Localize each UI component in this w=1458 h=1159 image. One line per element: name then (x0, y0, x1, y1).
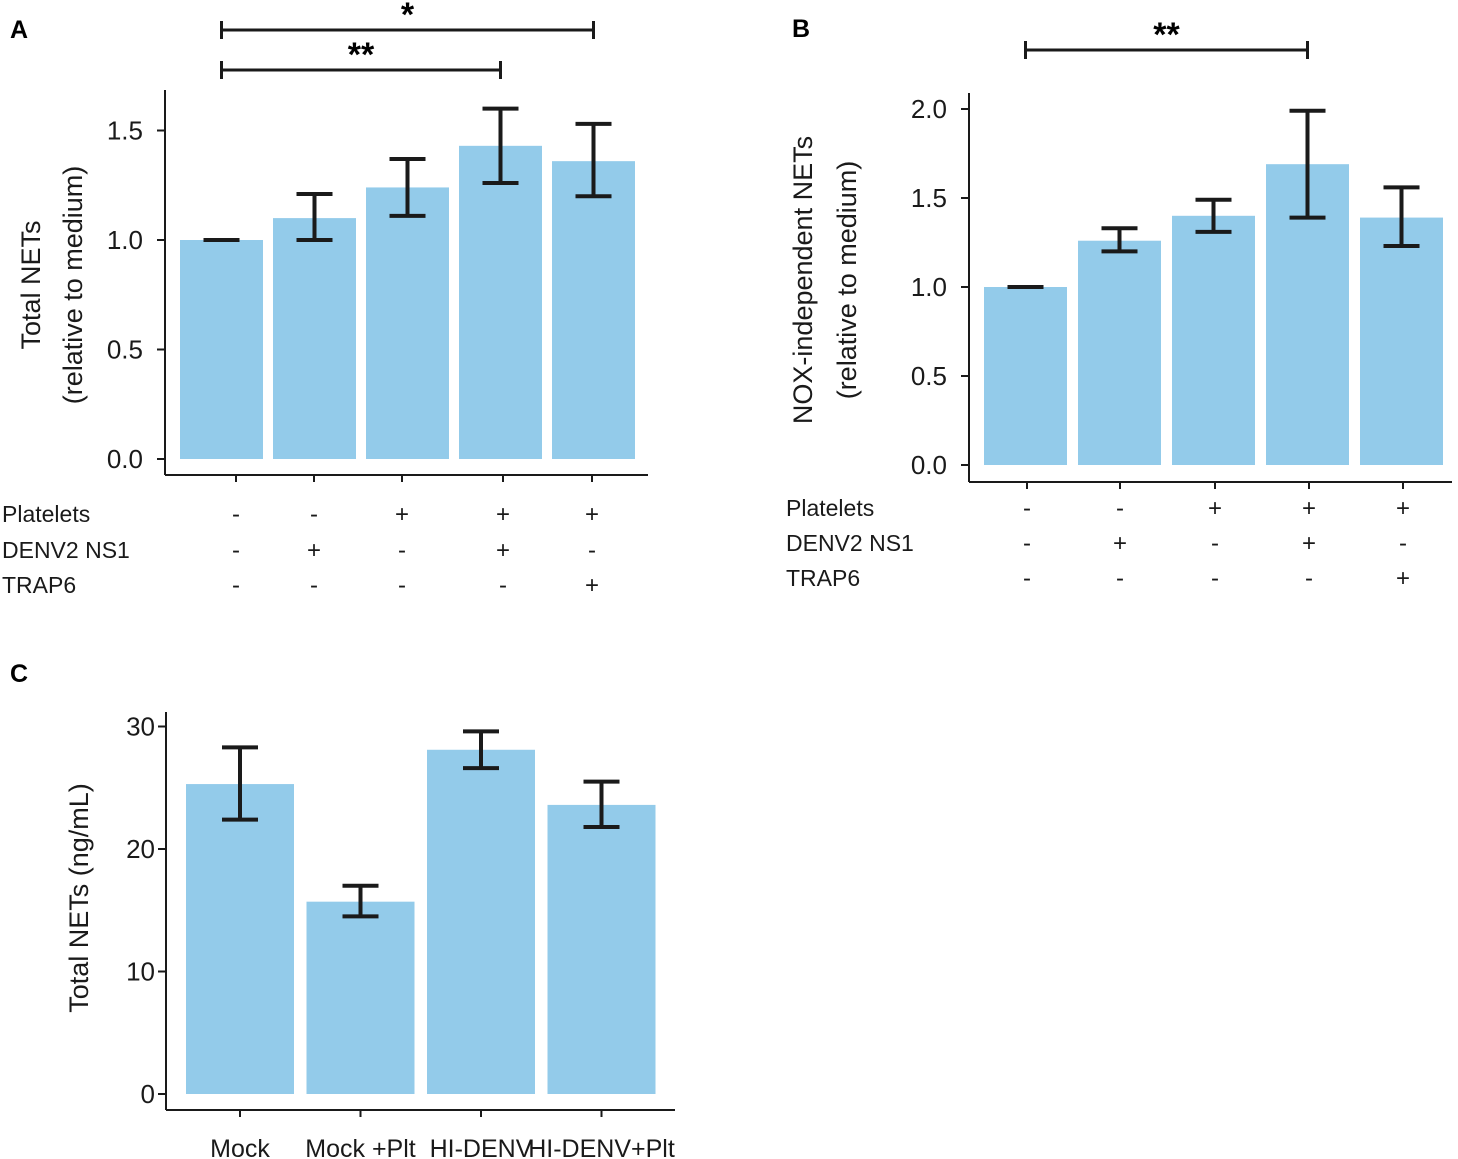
error-bar (1289, 108, 1326, 220)
y-tick-label: 0 (141, 1079, 155, 1109)
condition-sign: + (585, 501, 599, 528)
error-bar (1383, 185, 1420, 249)
condition-sign: - (232, 501, 240, 528)
condition-sign: + (395, 501, 409, 528)
y-tick-label: 10 (126, 957, 155, 987)
bar (366, 187, 449, 459)
condition-label: TRAP6 (2, 572, 76, 598)
x-category-label: HI-DENV (430, 1135, 533, 1159)
bar (427, 749, 535, 1094)
condition-sign: - (1211, 530, 1219, 557)
panel-label: C (10, 660, 28, 688)
condition-sign: - (232, 572, 240, 599)
significance-bracket (220, 61, 502, 79)
y-axis-label: Total NETs (ng/mL) (64, 783, 94, 1013)
x-category-label: Mock (210, 1135, 270, 1159)
condition-sign: + (1302, 495, 1316, 522)
error-bar (342, 883, 379, 919)
y-tick-label: 1.0 (107, 225, 143, 255)
y-axis-label: NOX-independent NETs (788, 136, 818, 424)
panel-a: A 0.0 0.5 1.0 1.5 Total NETs (relative to medi… (2, 0, 648, 599)
condition-sign: + (1208, 495, 1222, 522)
condition-sign: + (1113, 530, 1127, 557)
error-bar (222, 745, 258, 822)
bar (273, 218, 356, 459)
y-axis-label: Total NETs (16, 220, 46, 349)
significance-marker: * (401, 0, 415, 34)
y-tick-label: 0.5 (107, 335, 143, 365)
condition-sign: - (310, 572, 318, 599)
condition-sign: - (1023, 530, 1031, 557)
y-tick-label: 20 (126, 834, 155, 864)
panel-label: A (10, 16, 28, 44)
condition-sign: - (310, 501, 318, 528)
condition-label: Platelets (786, 495, 874, 521)
condition-sign: - (232, 537, 240, 564)
condition-sign: + (496, 537, 510, 564)
bar (180, 240, 263, 459)
error-bar (389, 156, 426, 218)
y-tick-label: 2.0 (911, 94, 947, 124)
condition-sign: - (398, 572, 406, 599)
condition-sign: - (499, 572, 507, 599)
y-tick-label: 0.0 (107, 444, 143, 474)
panel-b: B 0.0 0.5 1.0 1.5 2.0 NOX-independent NETs (rel… (786, 15, 1452, 592)
error-bar (482, 106, 519, 186)
bar (1360, 217, 1443, 465)
bar (547, 804, 656, 1094)
y-axis-label: (relative to medium) (832, 161, 862, 400)
condition-sign: - (1116, 565, 1124, 592)
condition-label: DENV2 NS1 (2, 537, 130, 563)
error-bar (296, 192, 333, 242)
condition-sign: - (1023, 495, 1031, 522)
error-bar (583, 779, 620, 829)
x-category-label: HI-DENV+Plt (528, 1135, 675, 1159)
x-category-label: Mock +Plt (305, 1135, 416, 1159)
significance-marker: ** (348, 36, 375, 74)
condition-label: Platelets (2, 501, 90, 527)
bar (552, 161, 635, 459)
y-tick-label: 0.5 (911, 361, 947, 391)
condition-sign: - (398, 537, 406, 564)
error-bar (1195, 197, 1232, 234)
condition-sign: - (1399, 530, 1407, 557)
significance-bracket (1024, 41, 1309, 59)
condition-sign: + (1302, 530, 1316, 557)
bar (1172, 215, 1255, 465)
bar (306, 901, 415, 1094)
error-bar (1101, 226, 1138, 254)
bar (186, 784, 294, 1094)
condition-sign: - (1116, 495, 1124, 522)
panel-label: B (792, 15, 810, 43)
significance-bracket (220, 21, 595, 39)
y-axis-label: (relative to medium) (58, 166, 88, 405)
condition-label: TRAP6 (786, 565, 860, 591)
y-tick-label: 1.0 (911, 272, 947, 302)
error-bar (575, 121, 612, 199)
condition-sign: + (307, 537, 321, 564)
y-tick-label: 1.5 (107, 116, 143, 146)
condition-sign: - (1211, 565, 1219, 592)
y-tick-label: 1.5 (911, 183, 947, 213)
condition-sign: + (585, 572, 599, 599)
condition-sign: + (1396, 565, 1410, 592)
y-tick-label: 0.0 (911, 450, 947, 480)
condition-label: DENV2 NS1 (786, 530, 914, 556)
panel-c: C 0 10 20 30 Total NETs (ng/mL) Mock Mock +Plt H… (10, 660, 675, 1159)
error-bar (463, 729, 499, 771)
bar (459, 145, 542, 459)
bar (1078, 240, 1161, 465)
significance-marker: ** (1153, 16, 1180, 54)
condition-sign: - (1023, 565, 1031, 592)
condition-sign: - (1305, 565, 1313, 592)
bar (984, 287, 1067, 465)
condition-sign: - (588, 537, 596, 564)
condition-sign: + (1396, 495, 1410, 522)
y-tick-label: 30 (126, 712, 155, 742)
condition-sign: + (496, 501, 510, 528)
